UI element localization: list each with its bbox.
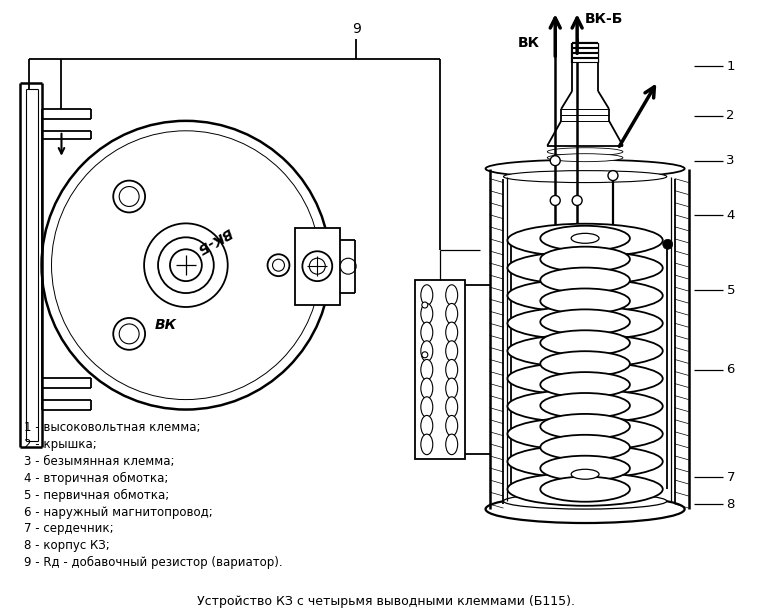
Circle shape	[572, 195, 582, 206]
Text: ВК-Б: ВК-Б	[194, 225, 234, 256]
Ellipse shape	[446, 397, 458, 417]
Bar	[572, 58, 598, 62]
Ellipse shape	[421, 378, 433, 399]
Ellipse shape	[540, 226, 630, 251]
Circle shape	[340, 258, 356, 274]
Circle shape	[608, 171, 618, 180]
Ellipse shape	[540, 330, 630, 355]
Circle shape	[52, 131, 320, 400]
Circle shape	[273, 259, 284, 271]
Circle shape	[550, 156, 560, 166]
Ellipse shape	[421, 397, 433, 417]
Text: 3: 3	[727, 154, 735, 167]
Ellipse shape	[421, 285, 433, 306]
Ellipse shape	[446, 360, 458, 380]
Circle shape	[302, 251, 332, 281]
Ellipse shape	[540, 246, 630, 272]
Ellipse shape	[446, 415, 458, 436]
Ellipse shape	[540, 477, 630, 501]
Bar	[295, 229, 340, 305]
Text: 6: 6	[727, 363, 735, 376]
Text: Устройство КЗ с четырьмя выводными клеммами (Б115).: Устройство КЗ с четырьмя выводными клемм…	[197, 595, 575, 608]
Ellipse shape	[421, 415, 433, 436]
Circle shape	[113, 180, 145, 213]
Ellipse shape	[540, 393, 630, 418]
Circle shape	[267, 254, 289, 276]
Circle shape	[158, 237, 214, 293]
Circle shape	[309, 258, 325, 274]
Text: 8: 8	[727, 498, 735, 511]
Ellipse shape	[485, 160, 685, 177]
Text: 5: 5	[727, 283, 735, 296]
Text: 7 - сердечник;: 7 - сердечник;	[24, 522, 114, 535]
Circle shape	[422, 302, 427, 308]
Text: 2 - крышка;: 2 - крышка;	[24, 438, 97, 451]
Text: 1: 1	[727, 60, 735, 73]
Text: 9: 9	[352, 22, 360, 36]
Bar	[572, 53, 598, 57]
Bar	[572, 48, 598, 52]
Ellipse shape	[446, 304, 458, 324]
Text: 4: 4	[727, 209, 735, 222]
Ellipse shape	[503, 493, 667, 509]
Ellipse shape	[507, 472, 662, 506]
Ellipse shape	[421, 341, 433, 362]
Ellipse shape	[507, 224, 662, 257]
Ellipse shape	[507, 390, 662, 423]
Ellipse shape	[571, 233, 599, 243]
Text: ВК: ВК	[155, 318, 177, 332]
Circle shape	[170, 249, 202, 281]
Text: ВК-Б: ВК-Б	[585, 12, 624, 26]
Text: ВК: ВК	[517, 36, 540, 50]
Ellipse shape	[540, 456, 630, 481]
Circle shape	[119, 187, 139, 206]
Ellipse shape	[507, 334, 662, 368]
Circle shape	[119, 324, 139, 344]
Ellipse shape	[421, 304, 433, 324]
Ellipse shape	[421, 360, 433, 380]
Text: 1 - высоковольтная клемма;: 1 - высоковольтная клемма;	[24, 421, 200, 434]
Circle shape	[422, 352, 427, 358]
Ellipse shape	[540, 351, 630, 376]
Ellipse shape	[507, 279, 662, 312]
Ellipse shape	[446, 434, 458, 455]
Text: 8 - корпус КЗ;: 8 - корпус КЗ;	[24, 540, 110, 553]
Ellipse shape	[571, 469, 599, 479]
Circle shape	[550, 195, 560, 206]
Ellipse shape	[507, 251, 662, 285]
Ellipse shape	[446, 285, 458, 306]
Ellipse shape	[446, 322, 458, 342]
Ellipse shape	[485, 495, 685, 523]
Ellipse shape	[540, 267, 630, 293]
Text: 6 - наружный магнитопровод;: 6 - наружный магнитопровод;	[24, 506, 213, 519]
Ellipse shape	[540, 309, 630, 334]
Circle shape	[144, 224, 228, 307]
Ellipse shape	[540, 372, 630, 397]
Ellipse shape	[421, 322, 433, 342]
Ellipse shape	[507, 417, 662, 450]
Circle shape	[113, 318, 145, 350]
Ellipse shape	[540, 414, 630, 439]
Ellipse shape	[540, 288, 630, 314]
Ellipse shape	[446, 341, 458, 362]
Ellipse shape	[507, 307, 662, 340]
Text: 3 - безымянная клемма;: 3 - безымянная клемма;	[24, 455, 174, 468]
Ellipse shape	[507, 362, 662, 395]
Ellipse shape	[421, 434, 433, 455]
Ellipse shape	[503, 171, 667, 182]
Text: 9 - Rд - добавочный резистор (вариатор).: 9 - Rд - добавочный резистор (вариатор).	[24, 556, 282, 569]
Ellipse shape	[547, 148, 623, 156]
Circle shape	[662, 239, 673, 249]
Ellipse shape	[540, 435, 630, 460]
Text: 4 - вторичная обмотка;: 4 - вторичная обмотка;	[24, 472, 168, 485]
Ellipse shape	[547, 154, 623, 161]
Text: 5 - первичная обмотка;: 5 - первичная обмотка;	[24, 488, 169, 501]
Text: 7: 7	[727, 471, 735, 484]
Bar	[415, 280, 465, 460]
Bar	[572, 43, 598, 47]
Ellipse shape	[446, 378, 458, 399]
Text: 2: 2	[727, 110, 735, 123]
Ellipse shape	[507, 445, 662, 478]
Circle shape	[42, 121, 330, 410]
